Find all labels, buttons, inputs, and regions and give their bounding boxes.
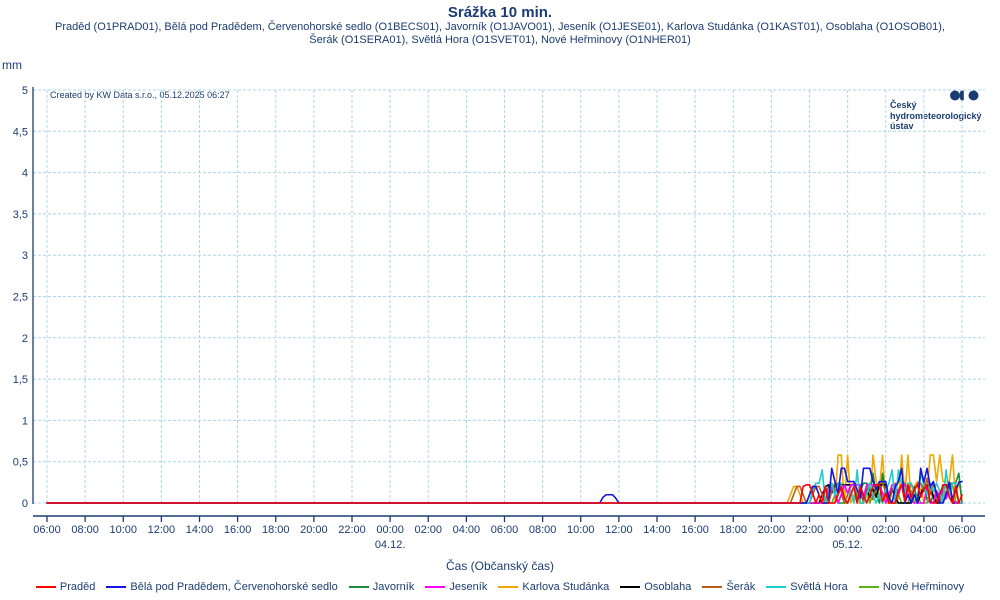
svg-text:5: 5: [22, 85, 28, 97]
svg-text:12:00: 12:00: [605, 524, 633, 536]
svg-text:14:00: 14:00: [186, 524, 214, 536]
svg-text:1: 1: [22, 415, 28, 427]
svg-text:04:00: 04:00: [453, 524, 481, 536]
svg-text:04:00: 04:00: [910, 524, 938, 536]
svg-text:10:00: 10:00: [109, 524, 137, 536]
svg-text:4: 4: [22, 168, 28, 180]
svg-text:14:00: 14:00: [643, 524, 671, 536]
svg-text:12:00: 12:00: [148, 524, 176, 536]
svg-text:2,5: 2,5: [13, 292, 28, 304]
svg-text:00:00: 00:00: [376, 524, 404, 536]
svg-text:2: 2: [22, 333, 28, 345]
svg-text:04.12.: 04.12.: [375, 539, 406, 551]
svg-text:20:00: 20:00: [758, 524, 786, 536]
svg-text:06:00: 06:00: [948, 524, 976, 536]
svg-text:16:00: 16:00: [681, 524, 709, 536]
svg-text:3,5: 3,5: [13, 209, 28, 221]
svg-text:18:00: 18:00: [719, 524, 747, 536]
svg-text:22:00: 22:00: [796, 524, 824, 536]
svg-text:20:00: 20:00: [300, 524, 328, 536]
svg-text:0,5: 0,5: [13, 457, 28, 469]
svg-text:1,5: 1,5: [13, 374, 28, 386]
svg-text:16:00: 16:00: [224, 524, 252, 536]
svg-text:02:00: 02:00: [414, 524, 442, 536]
svg-text:00:00: 00:00: [834, 524, 862, 536]
svg-text:0: 0: [22, 498, 28, 510]
svg-text:08:00: 08:00: [71, 524, 99, 536]
svg-text:06:00: 06:00: [33, 524, 61, 536]
svg-text:22:00: 22:00: [338, 524, 366, 536]
svg-text:02:00: 02:00: [872, 524, 900, 536]
svg-text:18:00: 18:00: [262, 524, 290, 536]
svg-text:4,5: 4,5: [13, 126, 28, 138]
svg-text:08:00: 08:00: [529, 524, 557, 536]
svg-text:10:00: 10:00: [567, 524, 595, 536]
svg-text:05.12.: 05.12.: [832, 539, 863, 551]
svg-text:06:00: 06:00: [491, 524, 519, 536]
svg-text:3: 3: [22, 250, 28, 262]
